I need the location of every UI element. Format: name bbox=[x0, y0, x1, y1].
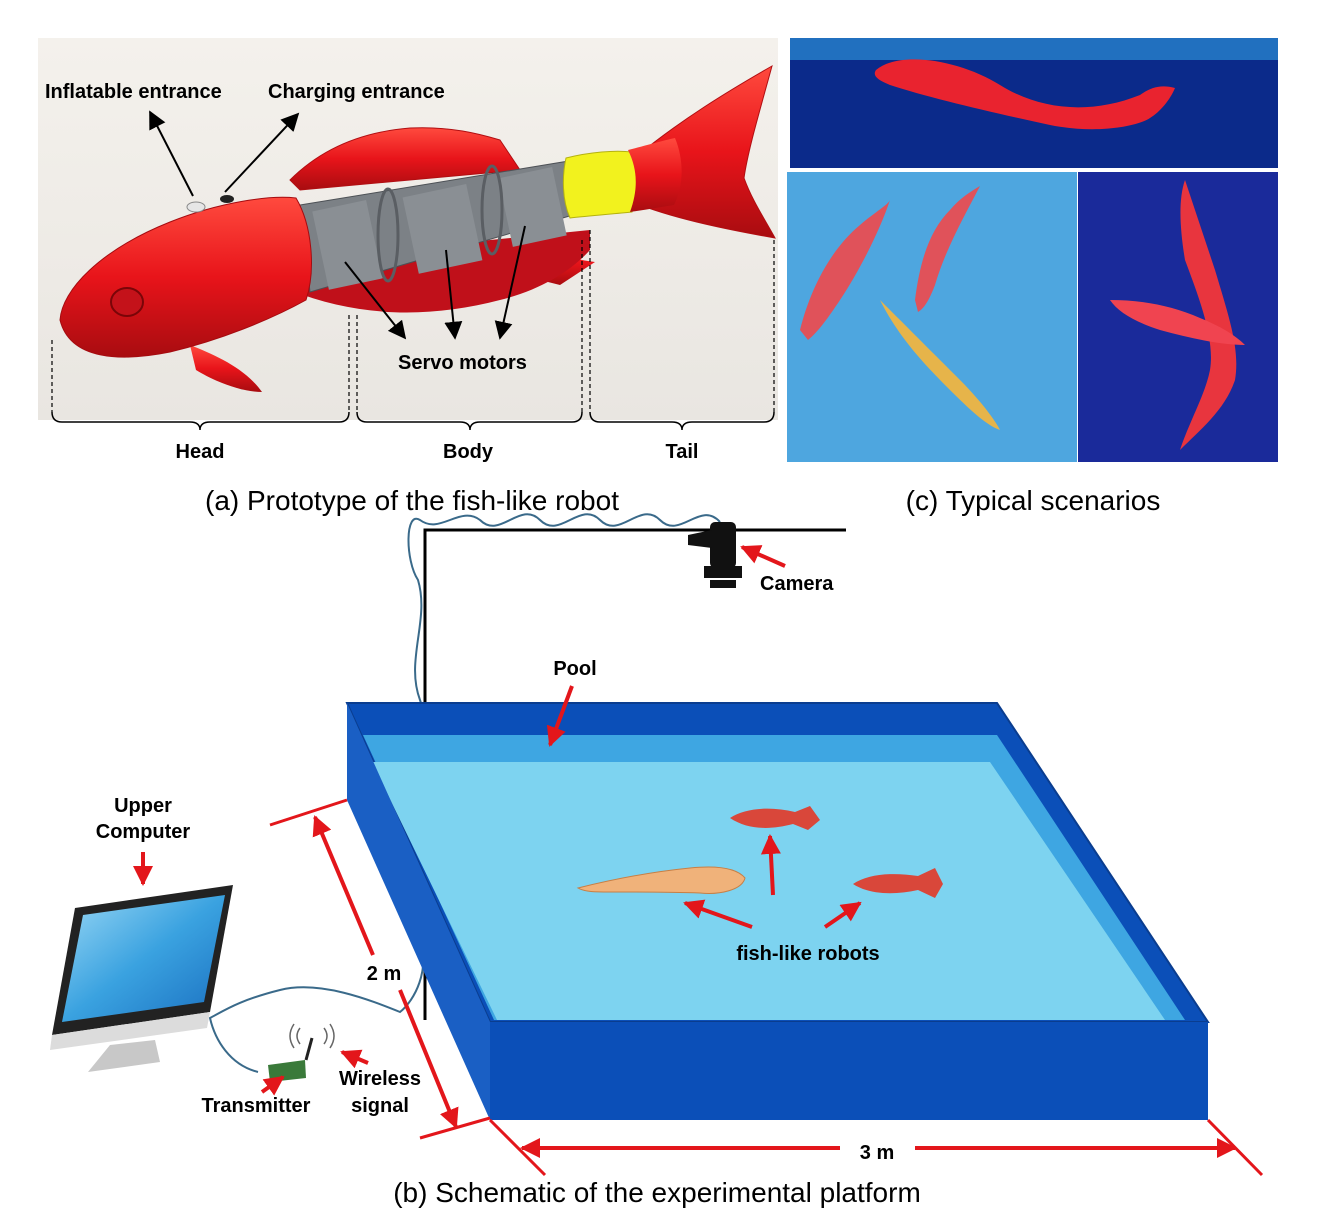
fish-robot-orange bbox=[576, 866, 746, 894]
arrow-robot-orange bbox=[683, 899, 753, 929]
caption-panel-a: (a) Prototype of the fish-like robot bbox=[205, 485, 619, 516]
label-head: Head bbox=[176, 441, 225, 463]
arrow-servo-1 bbox=[344, 261, 407, 340]
wireless-signal-icon bbox=[289, 1023, 335, 1049]
transmitter-board-icon bbox=[268, 1037, 314, 1082]
monitor-icon bbox=[50, 885, 233, 1072]
inflatable-port bbox=[186, 201, 206, 213]
camera-icon bbox=[688, 522, 742, 588]
fish-eye bbox=[110, 287, 144, 317]
scenario-photo-bottom-right bbox=[1078, 172, 1278, 462]
label-pool: Pool bbox=[553, 658, 596, 680]
panel-a: Inflatable entrance Charging entrance Se… bbox=[38, 38, 778, 516]
label-fish-like-robots: fish-like robots bbox=[736, 943, 879, 965]
fish-belly-shell bbox=[290, 230, 590, 313]
fish-robot-red-right bbox=[853, 868, 943, 898]
fish-pectoral-fin bbox=[190, 345, 262, 392]
fish-head-shell bbox=[59, 196, 312, 358]
fish-yellow-joint bbox=[562, 150, 639, 219]
label-upper-computer-2: Computer bbox=[96, 821, 191, 843]
arrow-transmitter bbox=[260, 1075, 285, 1096]
label-upper-computer-1: Upper bbox=[114, 795, 172, 817]
label-dim-2m: 2 m bbox=[367, 963, 401, 985]
fish-dorsal-fin bbox=[289, 127, 521, 191]
label-inflatable-entrance: Inflatable entrance bbox=[45, 81, 222, 103]
label-charging-entrance: Charging entrance bbox=[268, 81, 445, 103]
scenario-photo-bottom-left bbox=[787, 172, 1077, 462]
fish-robot-red-upper bbox=[730, 806, 820, 830]
section-dividers bbox=[51, 230, 775, 412]
label-servo-motors: Servo motors bbox=[398, 352, 527, 374]
arrow-inflatable bbox=[149, 110, 194, 197]
arrow-robot-upper bbox=[760, 834, 781, 896]
charging-port bbox=[220, 195, 234, 203]
panel-c: (c) Typical scenarios bbox=[787, 38, 1278, 516]
fish-tail-segment bbox=[628, 138, 682, 212]
arrow-robot-right bbox=[823, 901, 862, 929]
label-transmitter: Transmitter bbox=[202, 1095, 311, 1117]
arrow-servo-3 bbox=[494, 225, 526, 340]
label-wireless-1: Wireless bbox=[339, 1068, 421, 1090]
arrow-wireless bbox=[340, 1049, 369, 1069]
arrow-camera bbox=[740, 545, 786, 568]
arrow-charging bbox=[224, 112, 300, 193]
camera-cable bbox=[208, 513, 721, 1073]
panel-b: Camera Pool fish-like robots Upper Com bbox=[50, 513, 1264, 1208]
label-wireless-2: signal bbox=[351, 1095, 409, 1117]
arrow-servo-2 bbox=[444, 249, 463, 340]
dimension-3m bbox=[488, 1118, 1264, 1177]
caption-panel-b: (b) Schematic of the experimental platfo… bbox=[393, 1177, 921, 1208]
label-camera: Camera bbox=[760, 573, 834, 595]
label-tail: Tail bbox=[666, 441, 699, 463]
caption-panel-c: (c) Typical scenarios bbox=[906, 485, 1161, 516]
section-braces bbox=[51, 411, 775, 431]
arrow-pool bbox=[546, 685, 574, 747]
label-body: Body bbox=[443, 441, 494, 463]
dimension-2m bbox=[269, 798, 491, 1140]
pool bbox=[345, 702, 1210, 1120]
scenario-photo-top bbox=[790, 38, 1278, 168]
label-dim-3m: 3 m bbox=[860, 1142, 894, 1164]
